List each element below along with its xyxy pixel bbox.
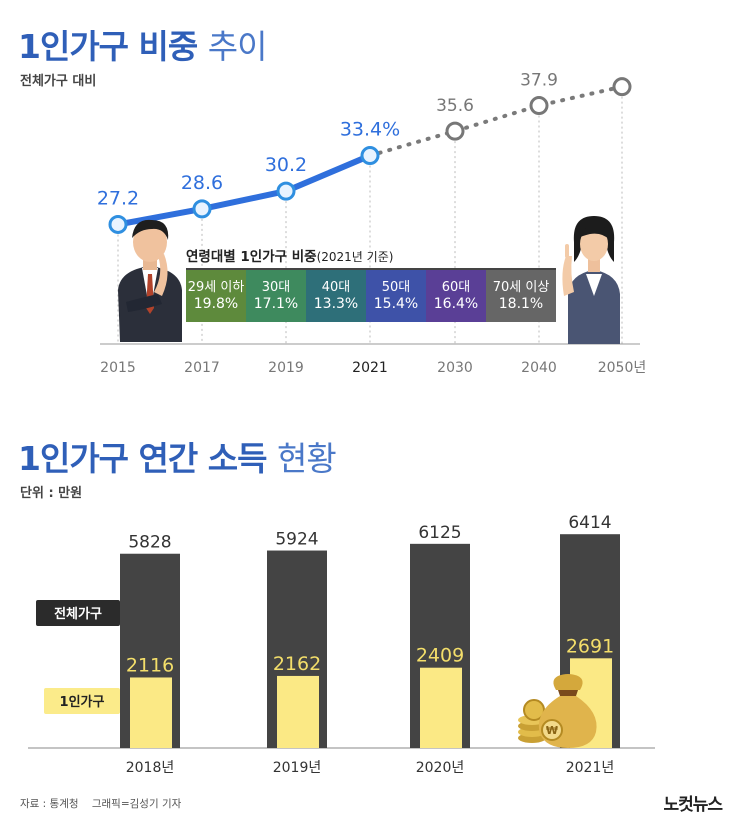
x-tick-label: 2019 xyxy=(268,360,304,376)
line-chart: 27.2 2015 28.6 2017 30.2 2019 33.4% 2021 35.6 203… xyxy=(97,70,647,376)
age-cell-label: 29세 이하 xyxy=(187,280,245,295)
data-label: 27.2 xyxy=(97,187,139,209)
money-bag-illustration: ₩ xyxy=(516,672,602,754)
data-label: 35.6 xyxy=(436,96,474,116)
bar-single xyxy=(277,675,319,748)
legend-single-swatch xyxy=(44,688,120,714)
x-tick-label: 2021년 xyxy=(566,760,615,776)
x-tick-label: 2040 xyxy=(521,360,557,376)
data-point xyxy=(612,77,632,97)
source-text: 자료 : 통계청 xyxy=(20,798,79,810)
legend-total-label: 전체가구 xyxy=(54,606,102,622)
data-label: 37.9 xyxy=(520,71,558,91)
age-cells: 29세 이하 19.8% 30대 17.1% 40대 13.3% 50대 15.… xyxy=(186,268,556,322)
age-table-title-note: (2021년 기준) xyxy=(316,250,394,264)
age-cell: 40대 13.3% xyxy=(306,270,366,322)
bar-single-label: 2691 xyxy=(566,635,614,657)
line-chart-subtitle: 전체가구 대비 xyxy=(20,74,97,89)
data-label: 28.6 xyxy=(181,172,223,194)
title-bold: 1인가구 연간 소득 xyxy=(18,439,267,478)
footer: 자료 : 통계청 그래픽=김성기 기자 xyxy=(20,796,191,811)
data-point xyxy=(276,181,296,201)
age-cell-value: 15.4% xyxy=(373,296,419,312)
bar-total-label: 5828 xyxy=(128,533,171,553)
age-cell: 29세 이하 19.8% xyxy=(186,270,246,322)
age-cell: 70세 이상 18.1% xyxy=(486,270,556,322)
bar-chart: 5828 2116 2018년 5924 2162 2019년 6125 2409 2020년 6… xyxy=(28,513,655,776)
age-table-title: 연령대별 1인가구 비중(2021년 기준) xyxy=(186,246,556,268)
x-tick-label: 2020년 xyxy=(416,760,465,776)
bar-single-label: 2116 xyxy=(126,654,174,676)
age-cell-label: 30대 xyxy=(261,280,291,295)
bar-single-label: 2409 xyxy=(416,645,464,667)
bar-single-label: 2162 xyxy=(273,653,321,675)
series-line-actual xyxy=(115,152,373,228)
bar-total-label: 5924 xyxy=(275,530,318,550)
svg-text:₩: ₩ xyxy=(546,724,558,737)
age-cell-label: 40대 xyxy=(321,280,351,295)
legend-single-label: 1인가구 xyxy=(60,694,105,710)
businessman-illustration xyxy=(112,212,188,346)
x-tick-label: 2018년 xyxy=(126,760,175,776)
age-table-title-main: 연령대별 1인가구 비중 xyxy=(186,249,317,265)
age-distribution-table: 연령대별 1인가구 비중(2021년 기준) 29세 이하 19.8% 30대 … xyxy=(186,246,556,322)
x-tick-label: 2017 xyxy=(184,360,220,376)
businesswoman-illustration xyxy=(556,212,632,348)
age-cell-value: 16.4% xyxy=(433,296,479,312)
bar-total-label: 6414 xyxy=(568,513,611,533)
age-cell-label: 70세 이상 xyxy=(492,280,550,295)
age-cell-label: 60대 xyxy=(441,280,471,295)
bar-single xyxy=(130,677,172,748)
bar-chart-subtitle: 단위 : 만원 xyxy=(20,486,83,501)
x-tick-label: 2019년 xyxy=(273,760,322,776)
x-tick-label: 2030 xyxy=(437,360,473,376)
x-tick-label: 2015 xyxy=(100,360,136,376)
nocutnews-logo: 노컷뉴스 xyxy=(663,795,723,815)
bar-chart-title: 1인가구 연간 소득 현황 xyxy=(18,432,337,480)
bar-total-label: 6125 xyxy=(418,523,461,543)
line-chart-title: 1인가구 비중 추이 xyxy=(18,20,267,68)
age-cell: 60대 16.4% xyxy=(426,270,486,322)
data-point xyxy=(529,96,549,116)
title-bold: 1인가구 비중 xyxy=(18,27,198,66)
age-cell-value: 18.1% xyxy=(498,296,544,312)
age-cell: 50대 15.4% xyxy=(366,270,426,322)
age-cell-label: 50대 xyxy=(381,280,411,295)
data-point xyxy=(360,146,380,166)
title-light: 추이 xyxy=(207,27,268,66)
data-point xyxy=(445,121,465,141)
age-cell: 30대 17.1% xyxy=(246,270,306,322)
data-point xyxy=(108,214,128,234)
data-label: 33.4% xyxy=(340,119,400,141)
x-tick-label: 2050년 xyxy=(598,360,647,376)
title-light: 현황 xyxy=(276,439,337,478)
data-label: 30.2 xyxy=(265,154,307,176)
data-point xyxy=(192,199,212,219)
age-cell-value: 19.8% xyxy=(193,296,239,312)
data-label: 39.6 xyxy=(603,70,641,72)
age-cell-value: 17.1% xyxy=(253,296,299,312)
bar-single xyxy=(420,667,462,748)
series-line-projected xyxy=(368,84,624,158)
credit-text: 그래픽=김성기 기자 xyxy=(91,798,182,810)
legend-total-swatch xyxy=(36,600,120,626)
age-cell-value: 13.3% xyxy=(313,296,359,312)
x-tick-label: 2021 xyxy=(352,360,388,376)
